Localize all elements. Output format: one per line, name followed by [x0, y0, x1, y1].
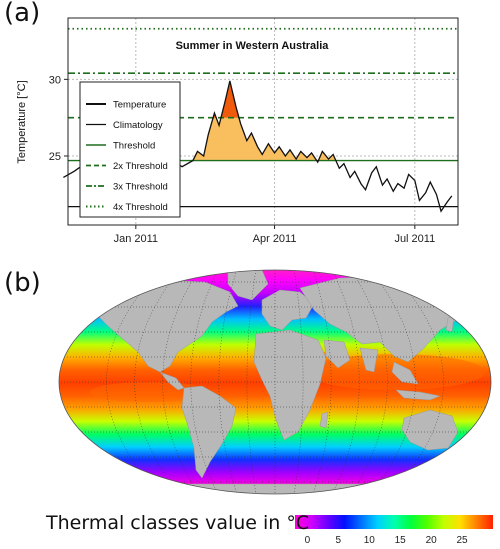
x-tick-label: Jul 2011 — [394, 233, 435, 245]
legend-label: Threshold — [113, 141, 155, 152]
globe-outline — [58, 269, 492, 495]
landmass-india — [359, 347, 379, 373]
colorbar-ticks: 0 5 10 15 20 25 — [305, 535, 468, 546]
legend-label: Climatology — [113, 120, 163, 131]
temperature-chart: Jan 2011 Apr 2011 Jul 2011 25 30 Summer in W… — [16, 17, 459, 245]
colorbar-tick-label: 20 — [426, 535, 438, 546]
meridian-line — [218, 270, 238, 494]
landmass-indonesia — [395, 389, 441, 401]
colorbar — [295, 515, 493, 529]
plot-frame — [67, 17, 459, 226]
chart-title: Summer in Western Australia — [176, 40, 330, 52]
chart-legend: Temperature Climatology Threshold 2x Thresh… — [79, 81, 181, 218]
heatwave-fill-moderate — [318, 151, 336, 161]
x-tick-label: Apr 2011 — [253, 233, 297, 245]
colorbar-tick-label: 25 — [457, 535, 469, 546]
landmass-southeast-asia — [391, 361, 419, 385]
meridian-line — [134, 270, 180, 494]
landmass-arabia — [323, 339, 351, 369]
landmass-madagascar — [319, 411, 329, 429]
panel-a-label: (a) — [4, 0, 41, 28]
heatwave-fill-strong — [220, 80, 239, 118]
landmass-greenland — [227, 270, 269, 301]
x-tick-label: Jan 2011 — [114, 233, 158, 245]
colorbar-tick-label: 15 — [395, 535, 407, 546]
colorbar-tick-label: 0 — [305, 535, 311, 546]
colorbar-tick-label: 10 — [364, 535, 376, 546]
legend-label: Temperature — [113, 100, 166, 111]
landmass-central-america — [159, 371, 185, 391]
meridian-line — [312, 270, 332, 494]
colorbar-title: Thermal classes value in °C — [46, 512, 310, 534]
y-tick-label: 25 — [49, 151, 61, 163]
legend-label: 2x Threshold — [113, 161, 168, 172]
landmass-australia — [401, 409, 459, 451]
y-tick-label: 30 — [49, 74, 61, 86]
axis-ticks: Jan 2011 Apr 2011 Jul 2011 25 30 — [49, 74, 435, 245]
legend-label: 4x Threshold — [113, 202, 168, 213]
meridian-line — [332, 270, 360, 494]
landmass-south-america — [181, 385, 237, 479]
y-axis-label: Temperature [°C] — [16, 80, 28, 163]
meridian-line — [190, 270, 218, 494]
panel-b-label: (b) — [4, 268, 41, 298]
landmass-new-zealand — [465, 445, 475, 461]
legend-label: 3x Threshold — [113, 182, 168, 193]
heatwave-fill-moderate — [192, 80, 317, 161]
colorbar-tick-label: 5 — [336, 535, 342, 546]
